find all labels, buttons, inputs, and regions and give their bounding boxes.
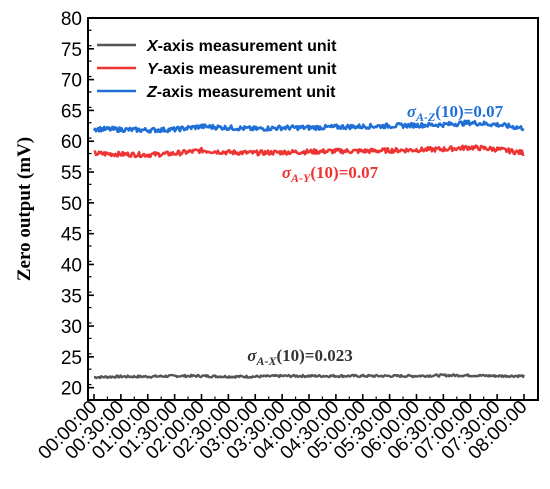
y-tick-label: 50 (61, 194, 82, 215)
sigma-annotation: σA-Z(10)=0.07 (407, 102, 504, 124)
series-line-x-axis (93, 373, 526, 380)
series-line-z-axis (92, 119, 525, 134)
plot-area (92, 119, 526, 380)
y-tick-label: 30 (61, 317, 82, 338)
legend: X-axis measurement unit Y-axis measuremen… (97, 38, 337, 101)
y-axis-label: Zero output (mV) (14, 137, 35, 281)
legend-entry-label: Y-axis measurement unit (147, 61, 337, 78)
plot-frame (87, 17, 539, 401)
annotations: σA-Z(10)=0.07 σA-Y(10)=0.07 σA-X(10)=0.023 (247, 102, 503, 368)
sigma-annotation: σA-Y(10)=0.07 (282, 163, 379, 185)
y-tick-label: 25 (61, 348, 82, 369)
y-tick-label: 20 (61, 379, 82, 400)
series-line-y-axis (93, 144, 525, 159)
y-tick-label: 65 (61, 101, 82, 122)
y-tick-label: 40 (61, 255, 82, 276)
y-tick-label: 45 (61, 225, 82, 246)
legend-entry-label: X-axis measurement unit (146, 38, 337, 55)
y-tick-label: 80 (61, 9, 82, 30)
y-tick-label: 70 (61, 71, 82, 92)
y-tick-label: 35 (61, 286, 82, 307)
y-tick-label: 55 (61, 163, 82, 184)
sigma-annotation: σA-X(10)=0.023 (247, 346, 352, 368)
y-tick-label: 75 (61, 40, 82, 61)
legend-entry-label: Z-axis measurement unit (146, 84, 336, 101)
y-tick-label: 60 (61, 132, 82, 153)
